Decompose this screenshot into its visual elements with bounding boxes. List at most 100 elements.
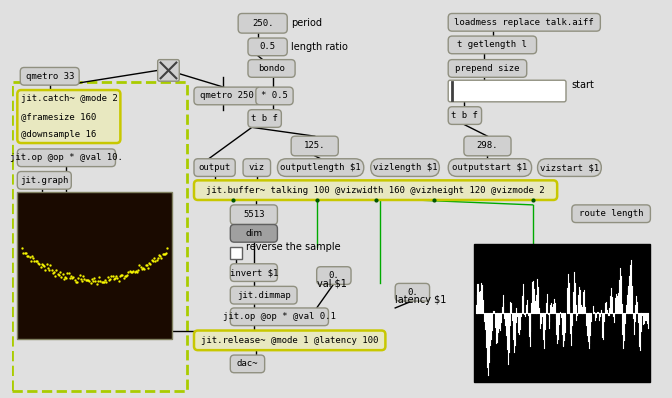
Point <box>68 273 79 280</box>
Point <box>154 252 165 259</box>
Point <box>66 273 77 279</box>
Point <box>93 277 103 284</box>
Point <box>22 253 32 259</box>
Point <box>50 273 60 279</box>
FancyBboxPatch shape <box>194 180 557 200</box>
Point <box>114 278 124 284</box>
Point <box>156 255 167 261</box>
FancyBboxPatch shape <box>158 60 179 81</box>
Point <box>84 278 95 284</box>
Point <box>135 264 146 270</box>
Text: val $1: val $1 <box>317 279 347 289</box>
Point <box>81 277 91 283</box>
Text: outputlength $1: outputlength $1 <box>280 163 361 172</box>
Point <box>58 276 69 282</box>
Point <box>99 279 110 285</box>
Point <box>23 253 34 259</box>
Point <box>36 260 47 267</box>
Point <box>149 254 159 261</box>
FancyBboxPatch shape <box>448 80 566 102</box>
Point <box>47 270 58 277</box>
Point <box>112 275 123 281</box>
FancyBboxPatch shape <box>194 87 261 105</box>
Point <box>34 261 45 267</box>
Point <box>90 278 101 285</box>
FancyBboxPatch shape <box>230 247 242 259</box>
FancyBboxPatch shape <box>194 159 235 176</box>
Text: length ratio: length ratio <box>291 42 348 52</box>
FancyBboxPatch shape <box>243 159 271 176</box>
Text: 298.: 298. <box>476 142 498 150</box>
Text: @framesize 160: @framesize 160 <box>22 112 97 121</box>
Point <box>28 255 38 261</box>
FancyBboxPatch shape <box>20 68 79 85</box>
Point <box>17 244 28 251</box>
Point <box>122 272 132 278</box>
Bar <box>474 244 650 382</box>
FancyBboxPatch shape <box>371 159 439 176</box>
Point <box>63 270 74 276</box>
Point <box>71 279 81 285</box>
Point <box>102 273 113 280</box>
FancyBboxPatch shape <box>248 38 287 56</box>
Point <box>83 277 93 284</box>
Point <box>96 279 107 285</box>
Point <box>91 281 102 287</box>
Point <box>97 279 108 286</box>
Point <box>27 253 38 259</box>
Point <box>38 262 48 268</box>
Point <box>151 257 162 263</box>
Text: bondo: bondo <box>258 64 285 73</box>
FancyBboxPatch shape <box>248 60 295 77</box>
Point <box>139 265 150 272</box>
Point <box>157 251 168 258</box>
Point <box>146 256 157 263</box>
Text: jit.buffer~ talking 100 @vizwidth 160 @vizheight 120 @vizmode 2: jit.buffer~ talking 100 @vizwidth 160 @v… <box>206 185 545 195</box>
Point <box>130 268 141 275</box>
Point <box>52 270 63 277</box>
Point <box>161 250 171 256</box>
Point <box>142 264 153 271</box>
Text: start: start <box>572 80 595 90</box>
Point <box>159 251 169 257</box>
FancyBboxPatch shape <box>238 14 287 33</box>
Point <box>108 276 119 282</box>
FancyBboxPatch shape <box>230 308 329 326</box>
FancyBboxPatch shape <box>464 136 511 156</box>
Point <box>60 275 71 281</box>
Point <box>150 258 161 264</box>
Point <box>73 275 84 281</box>
Point <box>39 262 50 269</box>
Point <box>51 267 62 273</box>
Point <box>72 279 83 285</box>
Point <box>69 277 80 283</box>
Text: vizlength $1: vizlength $1 <box>373 163 437 172</box>
Point <box>141 261 152 268</box>
Point <box>94 274 105 280</box>
Point <box>46 267 57 273</box>
Point <box>42 265 53 271</box>
Point <box>162 244 173 251</box>
Point <box>124 267 135 274</box>
Text: invert $1: invert $1 <box>230 268 278 277</box>
Point <box>134 262 144 268</box>
Text: 250.: 250. <box>252 19 274 28</box>
Point <box>33 260 44 266</box>
Text: 0.5: 0.5 <box>259 42 276 51</box>
Point <box>120 273 131 279</box>
Point <box>60 273 71 280</box>
Point <box>30 258 41 264</box>
Text: jit.graph: jit.graph <box>20 176 69 185</box>
Point <box>153 255 163 261</box>
FancyBboxPatch shape <box>448 107 482 125</box>
Point <box>136 265 147 272</box>
Point <box>118 275 129 281</box>
FancyBboxPatch shape <box>230 286 297 304</box>
Point <box>106 273 117 279</box>
Text: reverse the sample: reverse the sample <box>246 242 341 252</box>
Text: jit.op @op * @val 10.: jit.op @op * @val 10. <box>10 153 123 162</box>
Point <box>57 270 68 277</box>
FancyBboxPatch shape <box>248 110 282 127</box>
FancyBboxPatch shape <box>17 149 116 167</box>
Text: jit.release~ @mode 1 @latency 100: jit.release~ @mode 1 @latency 100 <box>201 336 378 345</box>
